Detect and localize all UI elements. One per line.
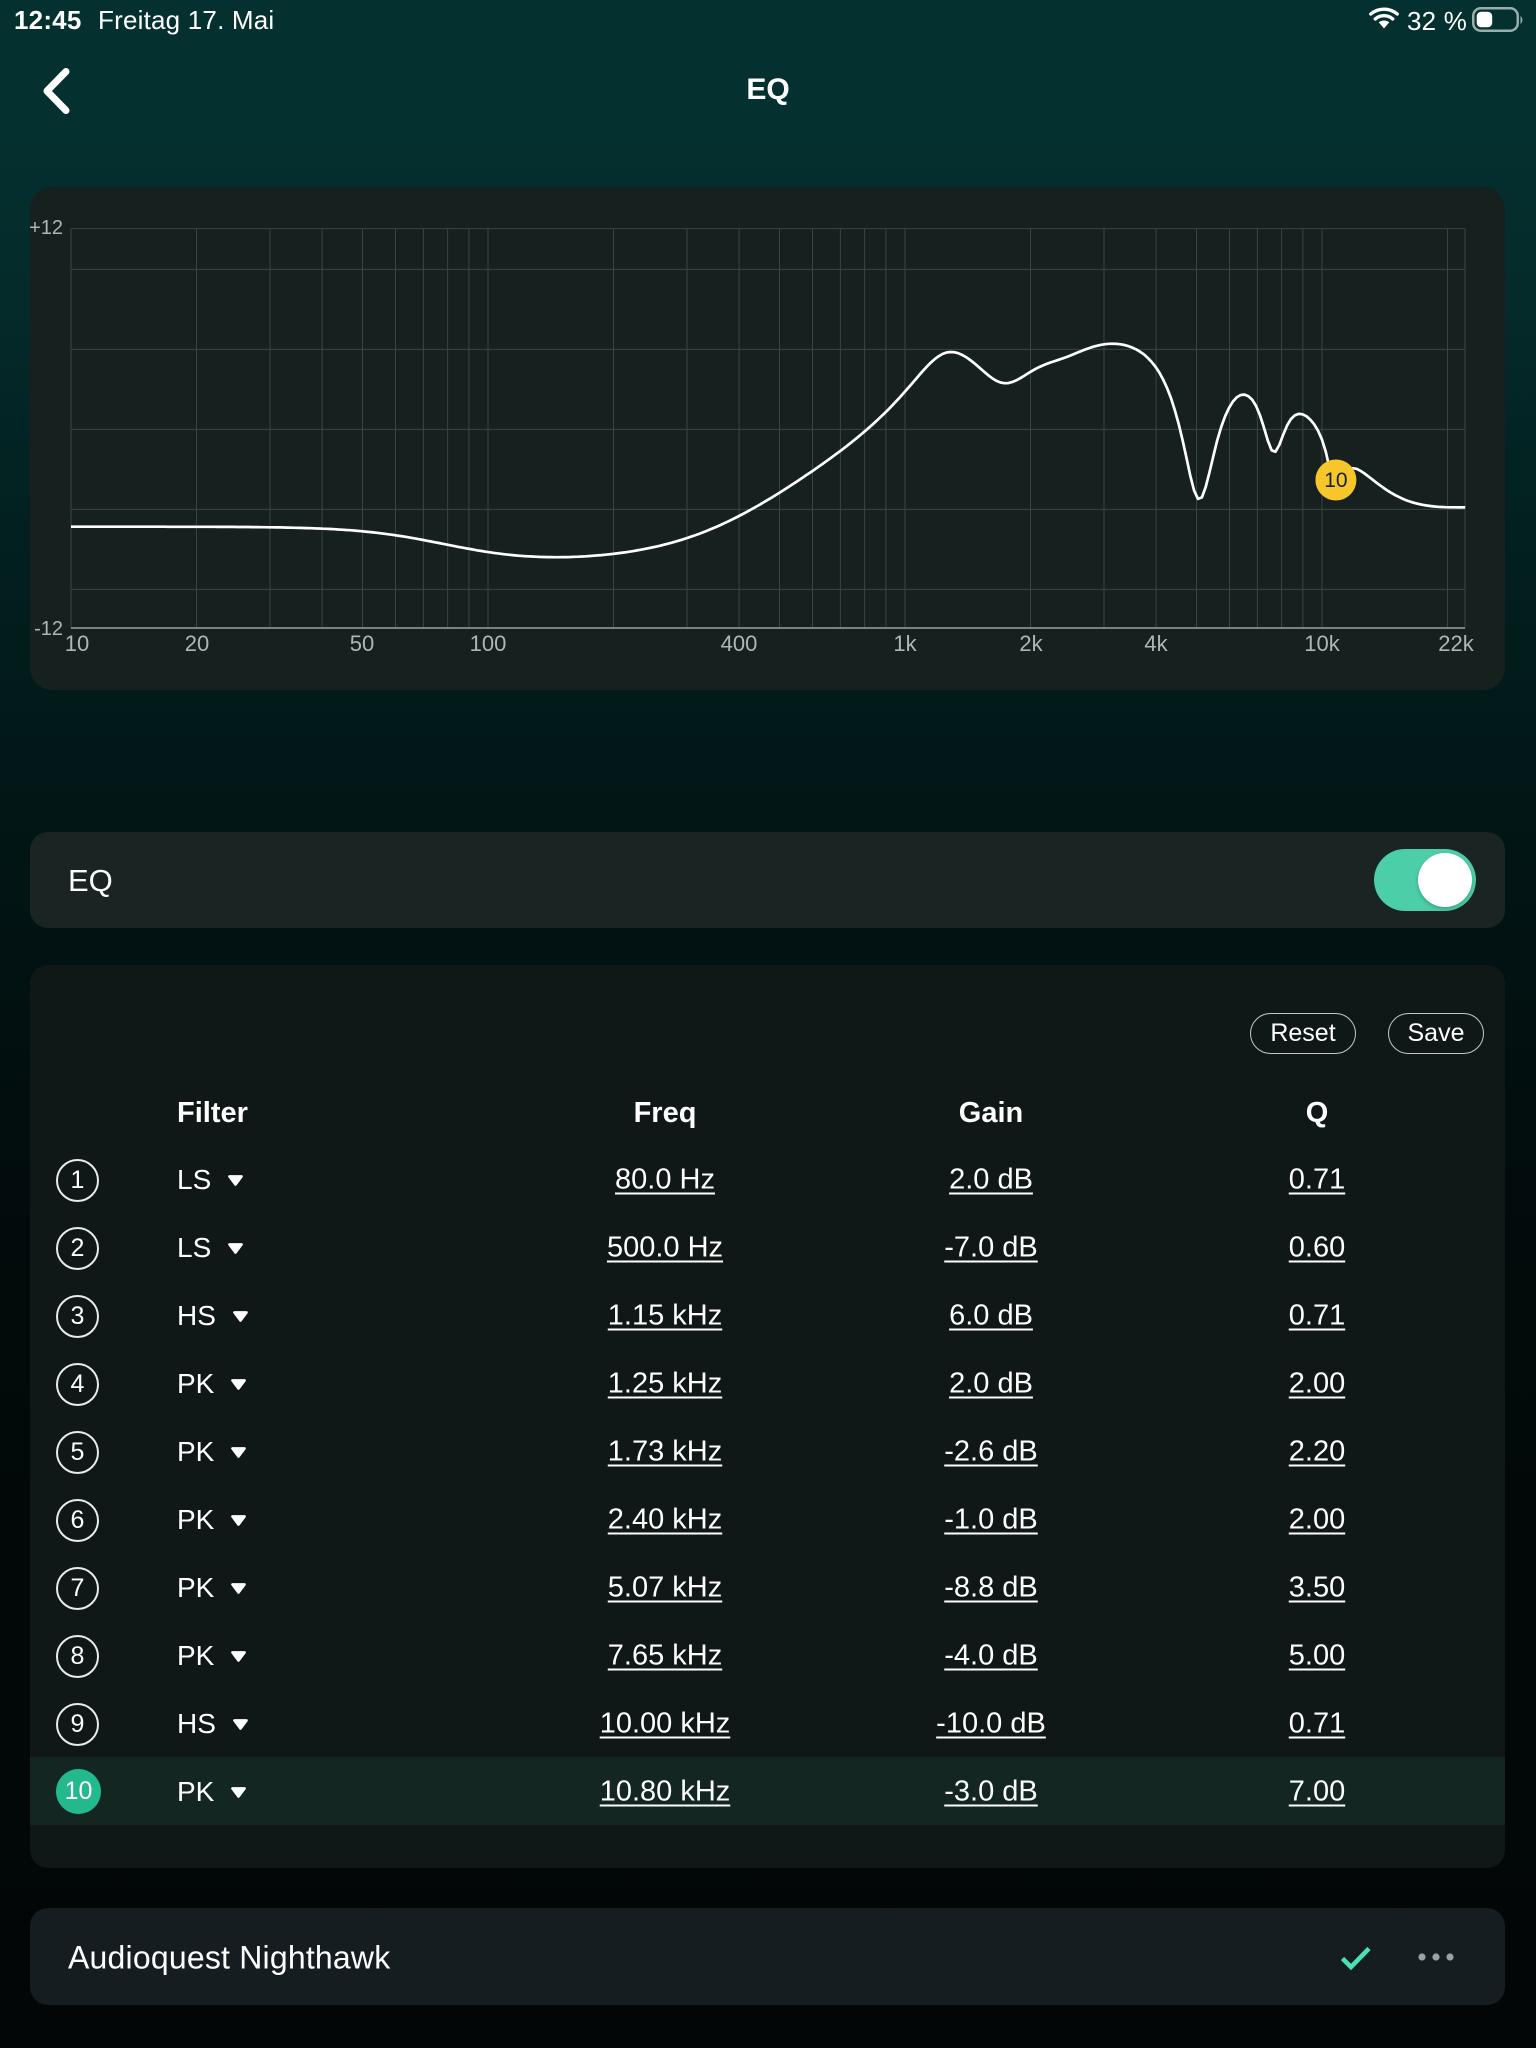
svg-text:-12: -12 (34, 618, 63, 640)
svg-text:22k: 22k (1438, 631, 1474, 656)
svg-text:50: 50 (350, 631, 374, 656)
svg-text:10: 10 (65, 631, 89, 656)
svg-text:4k: 4k (1144, 631, 1168, 656)
svg-text:1k: 1k (893, 631, 917, 656)
svg-text:10k: 10k (1304, 631, 1340, 656)
svg-text:+12: +12 (30, 217, 63, 239)
svg-text:20: 20 (185, 631, 209, 656)
svg-text:10: 10 (1324, 469, 1347, 492)
svg-text:100: 100 (470, 631, 507, 656)
svg-text:400: 400 (721, 631, 758, 656)
svg-text:2k: 2k (1019, 631, 1043, 656)
